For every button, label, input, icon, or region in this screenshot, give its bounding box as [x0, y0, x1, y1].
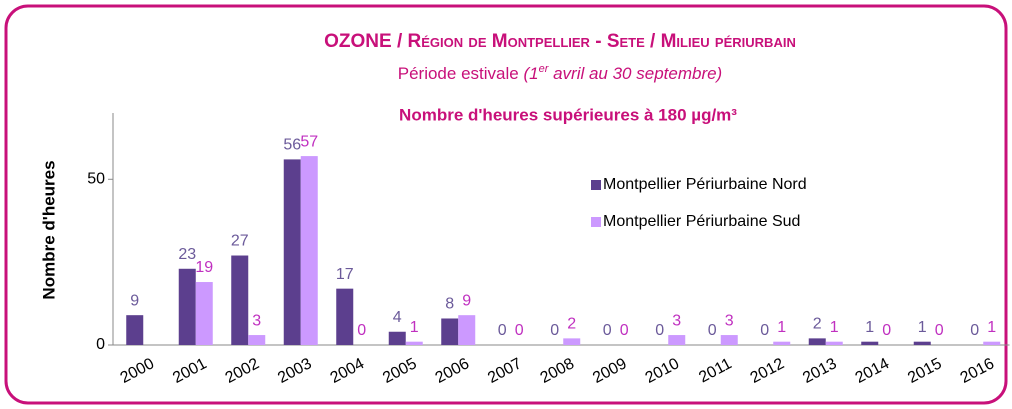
bar — [563, 338, 581, 345]
bar — [913, 341, 931, 345]
data-label: 1 — [987, 319, 996, 336]
subtitle-note: avril au 30 septembre) — [548, 64, 722, 83]
y-axis-label: Nombre d'heures — [39, 160, 58, 299]
data-label: 9 — [130, 292, 139, 309]
legend-swatch — [591, 217, 601, 227]
subtitle-text: Période estivale — [398, 64, 519, 83]
data-label: 57 — [300, 133, 318, 150]
bar — [441, 318, 459, 345]
bar — [405, 341, 423, 345]
data-label: 1 — [865, 319, 874, 336]
data-label: 0 — [935, 322, 944, 339]
data-label: 0 — [515, 322, 524, 339]
data-label: 1 — [830, 319, 839, 336]
bar — [178, 268, 196, 345]
bar — [248, 335, 266, 345]
data-label: 0 — [708, 322, 717, 339]
data-label: 2 — [567, 316, 576, 333]
bar — [720, 335, 738, 345]
data-label: 27 — [231, 233, 249, 250]
data-label: 0 — [550, 322, 559, 339]
data-label: 3 — [672, 312, 681, 329]
legend-label: Montpellier Périurbaine Nord — [603, 176, 807, 193]
bar — [825, 341, 843, 345]
bar — [983, 341, 1001, 345]
data-label: 8 — [445, 296, 454, 313]
bar — [808, 338, 826, 345]
data-label: 0 — [357, 322, 366, 339]
data-label: 23 — [178, 246, 196, 263]
legend-swatch — [591, 180, 601, 190]
data-label: 56 — [283, 137, 301, 154]
bar — [300, 156, 318, 345]
subtitle: Période estivale (1er avril au 30 septem… — [398, 63, 722, 84]
data-label: 0 — [882, 322, 891, 339]
y-tick-label: 50 — [87, 171, 105, 188]
data-label: 0 — [498, 322, 507, 339]
data-label: 0 — [603, 322, 612, 339]
data-label: 0 — [760, 322, 769, 339]
data-label: 3 — [252, 312, 261, 329]
data-label: 0 — [970, 322, 979, 339]
data-label: 1 — [777, 319, 786, 336]
bar — [668, 335, 686, 345]
data-label: 17 — [336, 266, 354, 283]
subtitle-note: er — [539, 63, 550, 75]
bar — [773, 341, 791, 345]
data-label: 3 — [725, 312, 734, 329]
bar — [126, 315, 144, 345]
subtitle-note: (1 — [523, 64, 538, 83]
legend-label: Montpellier Périurbaine Sud — [603, 213, 800, 230]
bar — [283, 159, 301, 345]
data-label: 19 — [195, 259, 213, 276]
frame — [4, 4, 1008, 405]
bar — [231, 255, 249, 345]
data-label: 1 — [410, 319, 419, 336]
data-label: 1 — [918, 319, 927, 336]
bar — [861, 341, 879, 345]
data-label: 0 — [655, 322, 664, 339]
data-label: 4 — [393, 309, 402, 326]
bar — [195, 282, 213, 345]
data-label: 2 — [813, 316, 822, 333]
data-label: 0 — [620, 322, 629, 339]
data-label: 9 — [462, 292, 471, 309]
plot-title: Nombre d'heures supérieures à 180 µg/m³ — [399, 105, 737, 124]
bar — [336, 288, 354, 345]
y-tick-label: 0 — [96, 336, 105, 353]
bar — [458, 315, 476, 345]
bar — [388, 331, 406, 345]
chart-title: OZONE / Région de Montpellier - Sete / M… — [324, 31, 796, 52]
